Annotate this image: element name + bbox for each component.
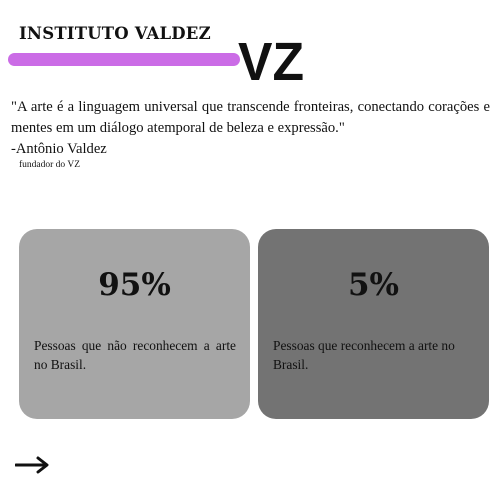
quote-author: -Antônio Valdez <box>11 141 107 157</box>
stat-card-not-recognize: 95% Pessoas que não reconhecem a arte no… <box>19 229 250 419</box>
institute-title: INSTITUTO VALDEZ <box>19 24 211 43</box>
accent-bar <box>8 53 240 66</box>
stat-description: Pessoas que não reconhecem a arte no Bra… <box>34 338 236 372</box>
stat-value: 5% <box>347 267 400 303</box>
author-role: fundador do VZ <box>19 160 81 170</box>
vz-logo: VZ <box>238 32 304 84</box>
stat-description: Pessoas que reconhecem a arte no Brasil. <box>273 338 455 372</box>
stat-value: 95% <box>98 267 171 303</box>
stat-card-recognize: 5% Pessoas que reconhecem a arte no Bras… <box>258 229 489 419</box>
quote-text: "A arte é a linguagem universal que tran… <box>11 99 490 136</box>
vz-logo-text: VZ <box>238 32 304 84</box>
arrow-right-icon[interactable] <box>15 456 51 474</box>
